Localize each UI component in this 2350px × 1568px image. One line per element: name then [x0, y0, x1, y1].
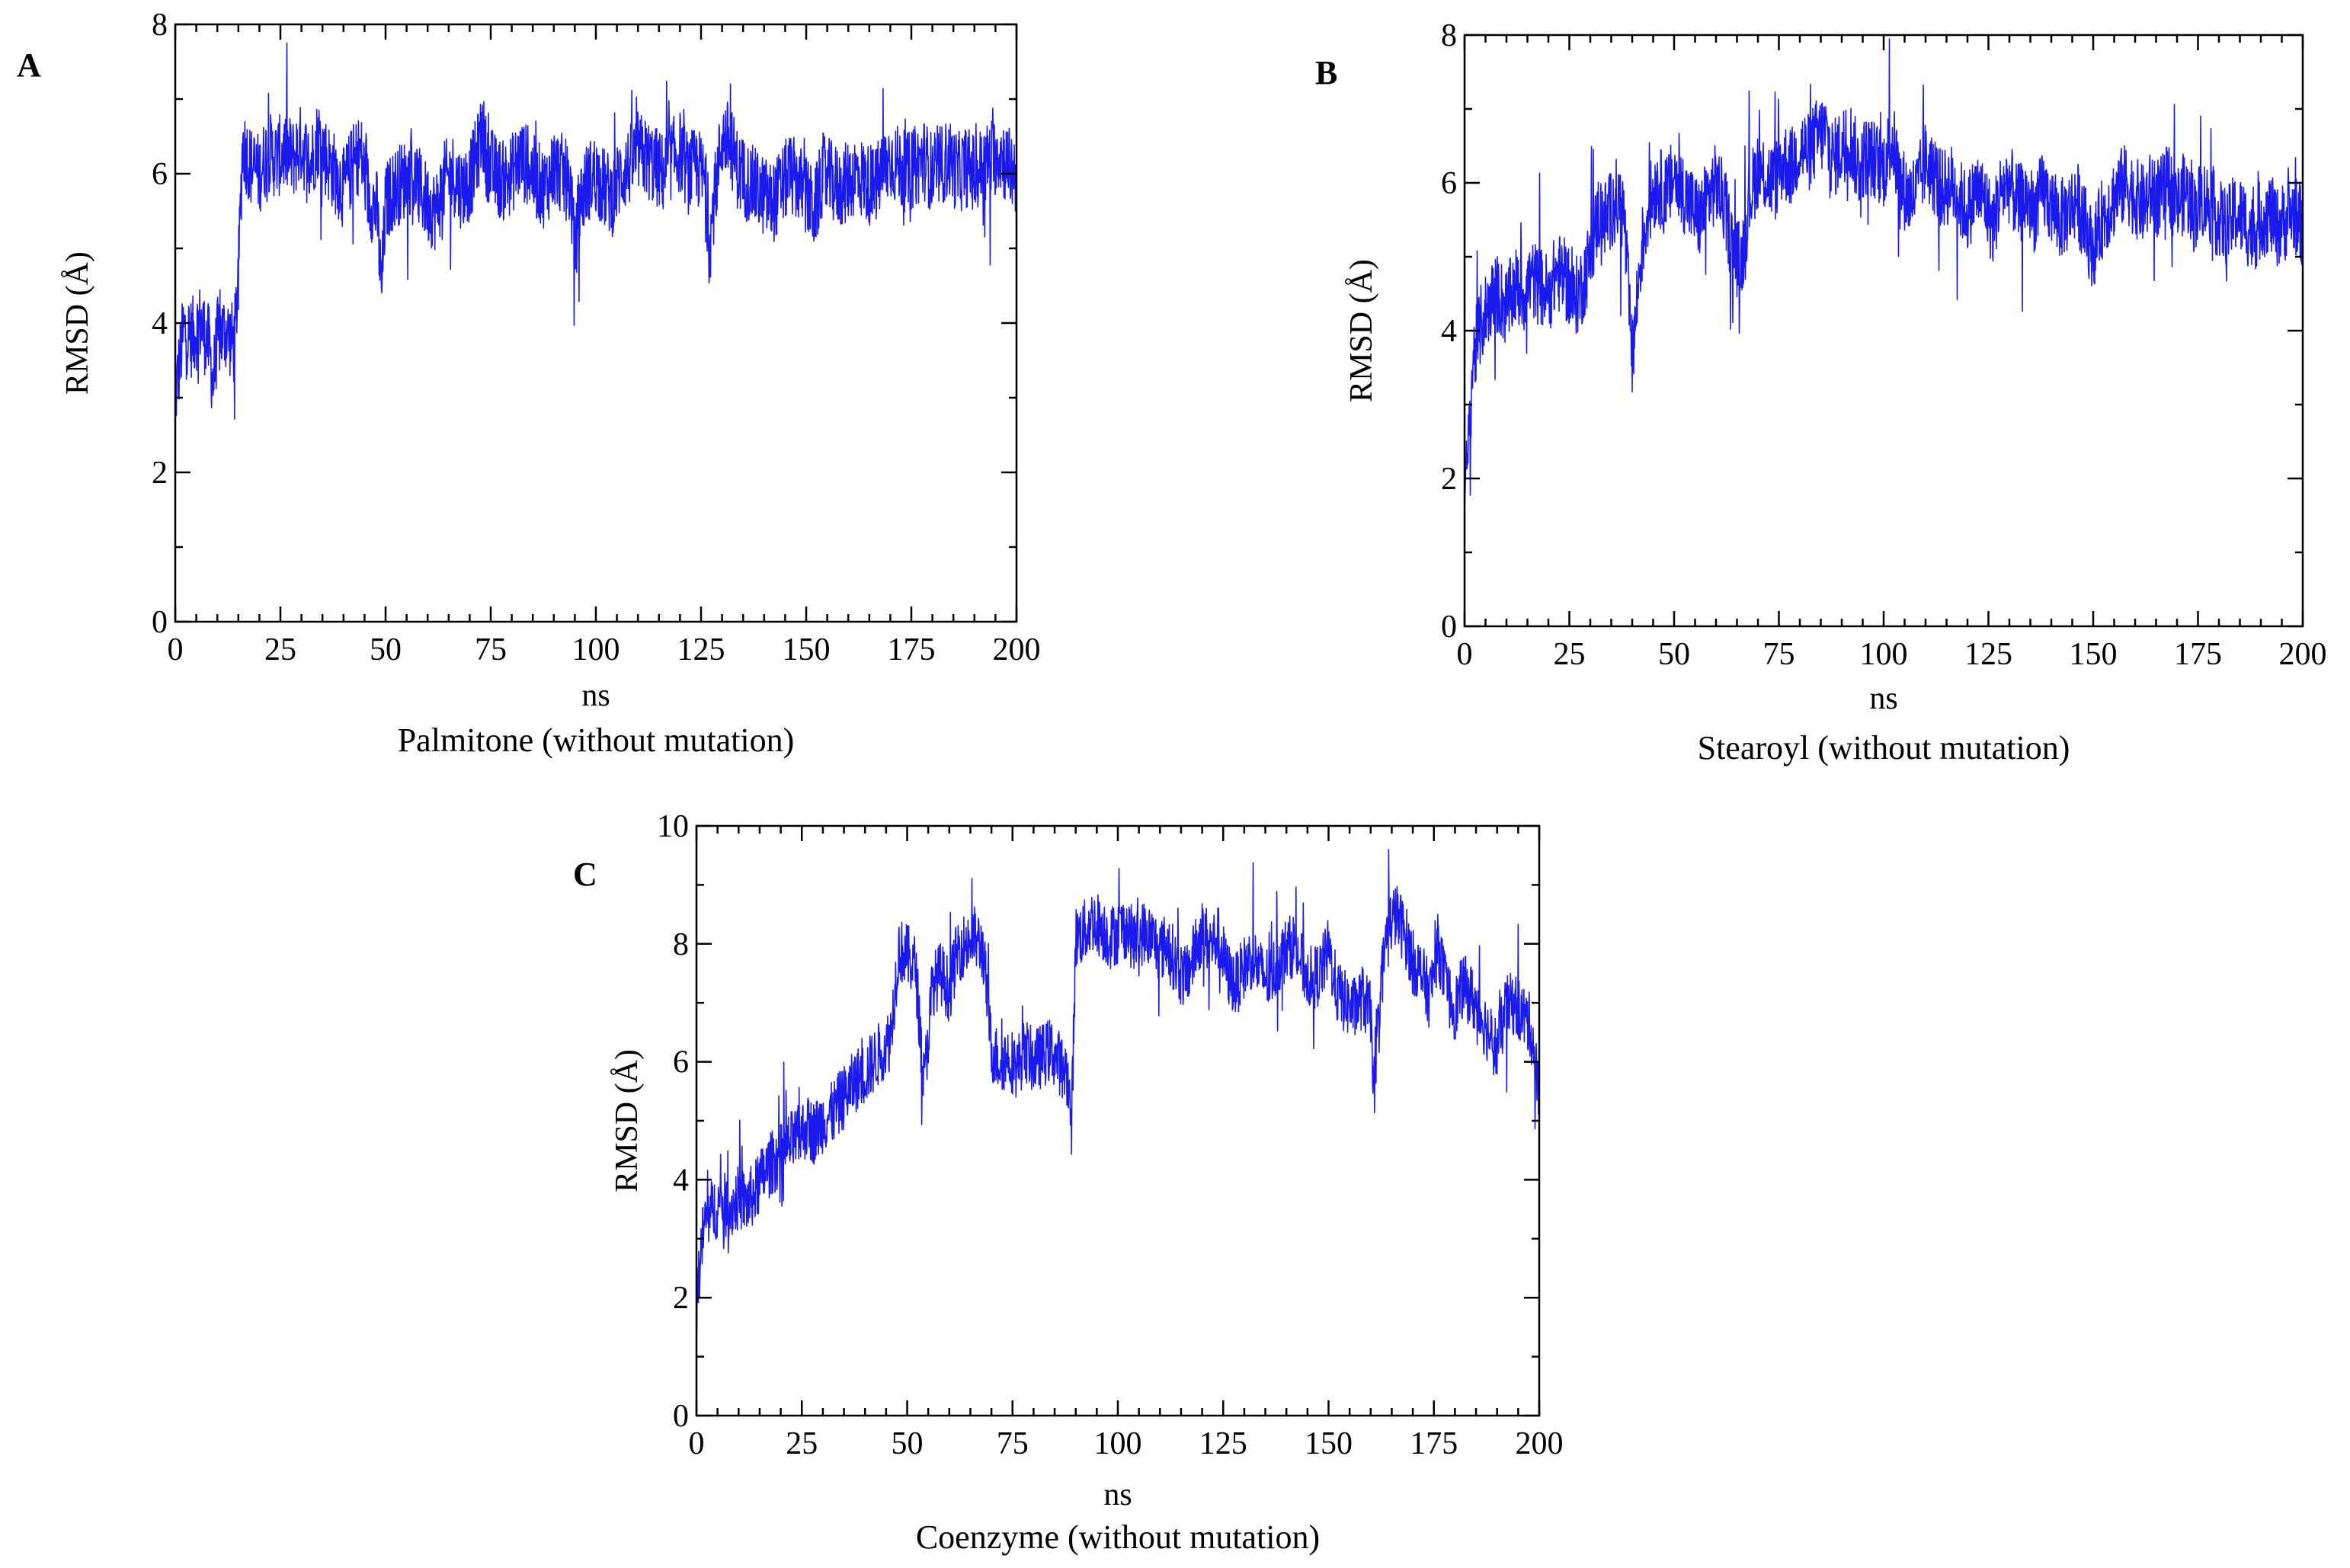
- y-tick-label: 8: [152, 8, 168, 43]
- chart-panel-c: C 0 25 50 75 100 125 150 175 200 0 2 4 6 8 10 ns RMSD (Å)…: [573, 809, 1564, 1556]
- panel-title: Stearoyl (without mutation): [1698, 729, 2070, 766]
- y-tick-label: 6: [1441, 166, 1457, 201]
- rmsd-series-line: [696, 849, 1540, 1333]
- x-tick-label: 100: [1094, 1426, 1142, 1461]
- y-tick-label: 4: [1441, 314, 1457, 349]
- x-tick-label: 25: [264, 632, 296, 667]
- x-tick-label: 50: [370, 632, 402, 667]
- x-tick-label: 200: [2279, 637, 2327, 672]
- y-tick-label: 2: [1441, 462, 1457, 497]
- panel-label: C: [573, 856, 597, 893]
- x-tick-label: 125: [1199, 1426, 1247, 1461]
- plot-frame: [174, 23, 1018, 623]
- y-tick-label: 6: [673, 1045, 689, 1080]
- y-axis-label: RMSD (Å): [1344, 259, 1379, 402]
- x-tick-label: 175: [1410, 1426, 1458, 1461]
- y-axis-label: RMSD (Å): [610, 1049, 645, 1192]
- chart-panel-a: A 0 25 50 75 100 125 150 175 200 0 2 4 6 8 ns RMSD (Å) Pa…: [17, 8, 1041, 759]
- x-tick-label: 125: [1964, 637, 2012, 672]
- rmsd-series-line: [174, 42, 1017, 420]
- x-tick-label: 75: [475, 632, 507, 667]
- x-tick-label: 100: [1860, 637, 1908, 672]
- panel-label: B: [1315, 54, 1337, 91]
- x-tick-label: 150: [2070, 637, 2118, 672]
- y-tick-label: 2: [673, 1281, 689, 1316]
- x-tick-label: 50: [1658, 637, 1690, 672]
- x-axis-label: ns: [1103, 1477, 1132, 1512]
- x-tick-label: 150: [1305, 1426, 1353, 1461]
- x-tick-label: 0: [689, 1426, 705, 1461]
- x-tick-label: 50: [892, 1426, 924, 1461]
- x-tick-label: 175: [2174, 637, 2222, 672]
- y-tick-label: 0: [1441, 610, 1457, 645]
- x-axis-label: ns: [1869, 681, 1897, 716]
- x-axis-label: ns: [581, 678, 610, 713]
- panel-label: A: [17, 46, 41, 84]
- x-tick-label: 175: [888, 632, 936, 667]
- y-tick-label: 0: [673, 1399, 689, 1434]
- y-tick-label: 6: [152, 157, 168, 192]
- x-tick-label: 75: [997, 1426, 1029, 1461]
- x-tick-label: 0: [1457, 637, 1473, 672]
- plot-frame: [1463, 34, 2304, 628]
- chart-panel-b: B 0 25 50 75 100 125 150 175 200 0 2 4 6 8 ns RMSD (Å) St…: [1315, 18, 2327, 766]
- y-tick-label: 4: [152, 306, 168, 341]
- rmsd-series-line: [1464, 38, 2304, 517]
- x-tick-label: 25: [1554, 637, 1586, 672]
- y-tick-label: 0: [152, 605, 168, 640]
- x-tick-label: 150: [783, 632, 831, 667]
- x-tick-label: 25: [786, 1426, 818, 1461]
- x-tick-label: 0: [168, 632, 184, 667]
- x-tick-label: 200: [1516, 1426, 1564, 1461]
- panel-title: Coenzyme (without mutation): [916, 1518, 1320, 1556]
- y-tick-label: 8: [1441, 18, 1457, 53]
- y-tick-label: 10: [657, 809, 689, 844]
- x-tick-label: 100: [572, 632, 620, 667]
- x-tick-label: 75: [1763, 637, 1795, 672]
- y-axis-label: RMSD (Å): [60, 251, 95, 395]
- y-tick-label: 2: [152, 456, 168, 491]
- y-tick-label: 8: [673, 927, 689, 962]
- x-tick-label: 200: [993, 632, 1041, 667]
- panel-title: Palmitone (without mutation): [398, 722, 795, 759]
- y-tick-label: 4: [673, 1163, 689, 1198]
- x-tick-label: 125: [677, 632, 725, 667]
